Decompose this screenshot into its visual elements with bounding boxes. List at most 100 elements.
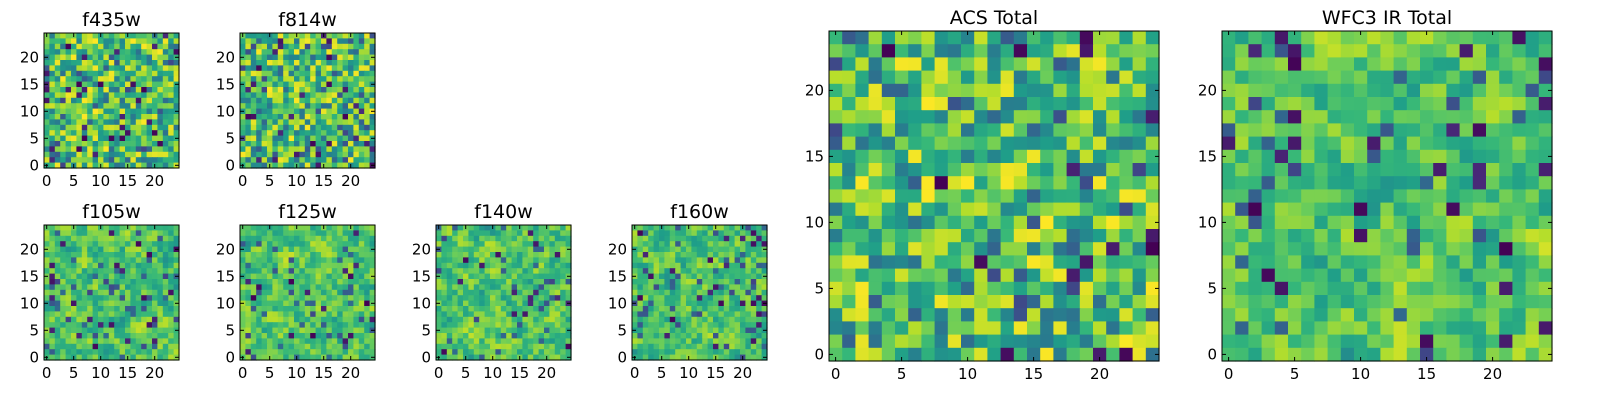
heatmap-cell (1013, 189, 1028, 204)
heatmap-cell (533, 279, 540, 285)
heatmap-cell (479, 333, 486, 339)
heatmap-cell (272, 151, 279, 158)
heatmap-cell (961, 83, 975, 98)
heatmap-cell (294, 141, 300, 147)
heatmap-cell (506, 273, 513, 280)
heatmap-cell (146, 38, 153, 45)
heatmap-cell (1288, 229, 1302, 243)
heatmap-cell (49, 289, 56, 296)
heatmap-cell (272, 141, 279, 147)
heatmap-cell (130, 338, 137, 345)
heatmap-cell (517, 311, 523, 318)
heatmap-cell (527, 306, 534, 312)
heatmap-cell (473, 225, 480, 231)
heatmap-cell (680, 343, 687, 350)
heatmap-cell (842, 97, 856, 111)
heatmap-cell (1013, 242, 1028, 256)
heatmap-cell (1053, 229, 1068, 243)
heatmap-cell (141, 289, 148, 296)
heatmap-cell (560, 295, 567, 302)
heatmap-cell (272, 306, 279, 312)
heatmap-cell (146, 273, 153, 280)
heatmap-cell (76, 349, 83, 356)
heatmap-cell (868, 308, 883, 322)
heatmap-cell (44, 119, 50, 126)
heatmap-cell (342, 295, 349, 302)
heatmap-cell (76, 108, 83, 115)
heatmap-cell (267, 124, 273, 131)
heatmap-cell (283, 257, 290, 264)
heatmap-cell (1406, 31, 1421, 45)
heatmap-cell (146, 70, 153, 77)
y-tick-label: 15 (412, 267, 431, 285)
heatmap-cell (961, 202, 975, 217)
heatmap-cell (114, 54, 121, 61)
heatmap-cell (364, 322, 371, 329)
heatmap-cell (1235, 97, 1249, 111)
heatmap-cell (65, 141, 72, 147)
heatmap-cell (321, 141, 327, 147)
heatmap-cell (71, 130, 77, 137)
heatmap-cell (81, 38, 88, 45)
heatmap-cell (326, 157, 333, 164)
heatmap-cell (756, 279, 763, 285)
heatmap-cell (125, 108, 131, 115)
heatmap-cell (1499, 163, 1513, 177)
heatmap-cell (436, 262, 442, 269)
heatmap-cell (98, 124, 104, 131)
heatmap-cell (908, 149, 922, 164)
heatmap-cell (855, 242, 870, 256)
heatmap-cell (92, 322, 99, 329)
y-tick-label: 5 (225, 321, 235, 339)
heatmap-cell (173, 103, 180, 110)
heatmap-cell (168, 300, 175, 307)
heatmap-cell (1079, 123, 1094, 138)
heatmap-cell (527, 235, 534, 242)
heatmap-cell (729, 279, 736, 285)
heatmap-cell (130, 273, 137, 280)
heatmap-cell (272, 43, 279, 50)
heatmap-cell (1406, 149, 1421, 164)
heatmap-cell (961, 229, 975, 243)
heatmap-cell (44, 306, 50, 312)
y-tick-label: 10 (20, 294, 39, 312)
heatmap-cell (103, 130, 110, 137)
heatmap-cell (152, 97, 158, 104)
heatmap-cell (921, 44, 936, 58)
heatmap-cell (135, 33, 142, 39)
heatmap-cell (675, 262, 682, 269)
heatmap-cell (648, 241, 655, 248)
heatmap-cell (321, 338, 327, 345)
heatmap-cell (141, 151, 148, 158)
heatmap-cell (92, 103, 99, 110)
heatmap-cell (353, 230, 360, 237)
heatmap-cell (76, 97, 83, 104)
y-tick-label: 15 (20, 75, 39, 93)
heatmap-cell (119, 87, 126, 93)
heatmap-cell (675, 327, 682, 334)
heatmap-cell (908, 163, 922, 177)
heatmap-cell (277, 43, 284, 50)
heatmap-cell (1446, 31, 1461, 45)
heatmap-cell (637, 327, 644, 334)
heatmap-cell (1354, 163, 1368, 177)
heatmap-cell (304, 54, 311, 61)
heatmap-cell (65, 289, 72, 296)
heatmap-cell (92, 87, 99, 93)
heatmap-cell (326, 338, 333, 345)
heatmap-cell (538, 246, 545, 253)
heatmap-cell (87, 338, 94, 345)
heatmap-cell (92, 38, 99, 45)
heatmap-cell (256, 135, 263, 142)
heatmap-cell (261, 114, 268, 120)
heatmap-cell (288, 103, 295, 110)
heatmap-cell (299, 108, 306, 115)
heatmap-cell (288, 54, 295, 61)
heatmap-cell (1406, 189, 1421, 204)
heatmap-cell (517, 300, 523, 307)
heatmap-cell (135, 124, 142, 131)
heatmap-cell (745, 268, 752, 275)
heatmap-cell (71, 43, 77, 50)
heatmap-cell (277, 146, 284, 153)
heatmap-cell (1327, 70, 1342, 85)
